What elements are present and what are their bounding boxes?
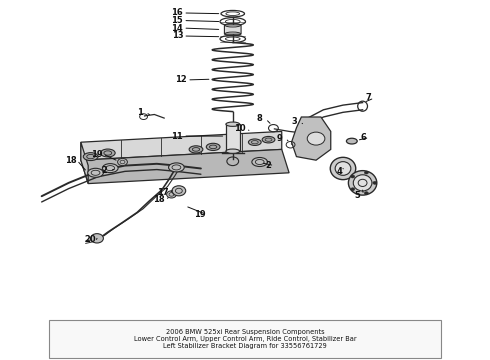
Text: 19: 19 (91, 150, 103, 158)
Text: 7: 7 (366, 94, 371, 102)
Text: 18: 18 (65, 156, 77, 165)
Text: 2: 2 (101, 166, 107, 175)
Text: 14: 14 (172, 23, 183, 32)
Text: 8: 8 (257, 114, 263, 123)
Circle shape (373, 181, 377, 184)
Ellipse shape (226, 149, 240, 153)
Ellipse shape (252, 158, 268, 166)
Text: 3: 3 (291, 117, 297, 126)
Ellipse shape (88, 168, 103, 177)
Polygon shape (81, 149, 289, 184)
Circle shape (365, 171, 368, 174)
Text: 4: 4 (336, 166, 342, 175)
Ellipse shape (206, 143, 220, 150)
Bar (49, 320, 441, 358)
Text: 11: 11 (172, 132, 183, 140)
Circle shape (167, 191, 176, 198)
Ellipse shape (226, 122, 240, 126)
Text: 20: 20 (85, 235, 97, 244)
Text: 2006 BMW 525xi Rear Suspension Components
Lower Control Arm, Upper Control Arm, : 2006 BMW 525xi Rear Suspension Component… (134, 329, 356, 349)
Ellipse shape (189, 146, 203, 153)
Text: 10: 10 (234, 124, 246, 133)
Ellipse shape (83, 153, 98, 161)
Ellipse shape (348, 171, 377, 195)
Text: 16: 16 (172, 8, 183, 17)
Polygon shape (81, 142, 88, 184)
FancyBboxPatch shape (224, 25, 241, 34)
Circle shape (351, 175, 355, 178)
Text: 17: 17 (157, 188, 169, 197)
Ellipse shape (169, 163, 184, 172)
Ellipse shape (353, 175, 372, 191)
Bar (226, 124, 240, 151)
Ellipse shape (248, 139, 261, 145)
Ellipse shape (102, 163, 118, 173)
Circle shape (351, 188, 355, 191)
Ellipse shape (330, 157, 356, 180)
Text: 19: 19 (194, 210, 206, 219)
Ellipse shape (335, 162, 351, 175)
Text: 13: 13 (172, 31, 183, 40)
Polygon shape (292, 117, 331, 160)
Circle shape (91, 234, 103, 243)
Text: 2: 2 (266, 161, 271, 170)
Ellipse shape (100, 149, 115, 157)
Text: 12: 12 (175, 76, 187, 85)
Text: 18: 18 (153, 195, 165, 204)
Ellipse shape (346, 138, 357, 144)
Text: 5: 5 (355, 191, 361, 199)
Ellipse shape (262, 136, 275, 143)
Circle shape (118, 158, 127, 166)
Circle shape (172, 186, 186, 196)
Text: 15: 15 (172, 16, 183, 25)
Text: 9: 9 (276, 134, 282, 143)
Text: 6: 6 (361, 133, 367, 142)
Text: 1: 1 (137, 108, 143, 117)
Circle shape (307, 132, 325, 145)
Circle shape (365, 192, 368, 195)
Polygon shape (81, 131, 282, 160)
